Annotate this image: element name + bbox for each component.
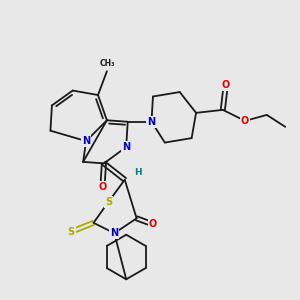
Text: O: O: [149, 219, 157, 229]
Text: O: O: [241, 116, 249, 126]
Text: S: S: [105, 197, 112, 207]
Text: H: H: [134, 168, 142, 177]
Text: N: N: [147, 117, 155, 127]
Text: N: N: [110, 228, 118, 238]
Text: O: O: [98, 182, 106, 192]
Text: N: N: [82, 136, 90, 146]
Text: CH₃: CH₃: [99, 59, 115, 68]
Text: N: N: [122, 142, 130, 152]
Text: S: S: [68, 227, 75, 237]
Text: O: O: [222, 80, 230, 90]
